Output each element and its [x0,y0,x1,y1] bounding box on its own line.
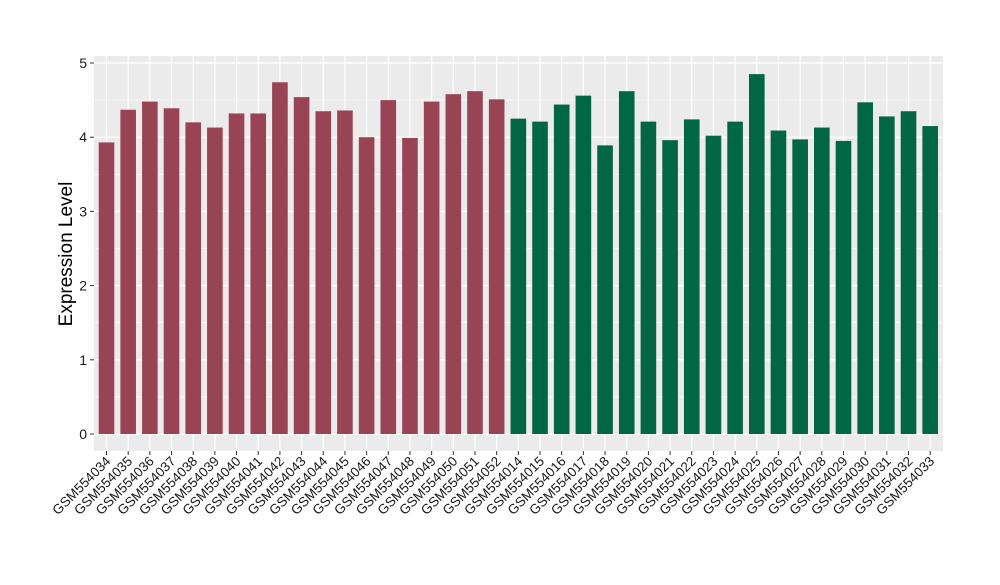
bar-GSM554016 [553,104,570,434]
bar-GSM554019 [618,91,635,435]
bar-GSM554050 [445,94,462,434]
bar-GSM554020 [640,121,657,435]
y-axis: 0 1 2 3 4 5 [79,55,94,442]
bar-GSM554015 [532,121,548,435]
y-tick-label: 5 [79,55,87,71]
bar-GSM554049 [423,101,440,435]
bar-GSM554027 [792,139,808,434]
bar-GSM554014 [510,118,527,435]
bar-GSM554032 [900,111,917,434]
bar-GSM554030 [857,102,873,435]
bar-GSM554024 [727,121,743,435]
bar-GSM554018 [597,145,613,434]
bar-GSM554040 [228,113,245,435]
bar-GSM554033 [922,126,939,434]
y-tick-label: 0 [79,426,87,442]
bar-GSM554022 [683,119,700,434]
bar-GSM554035 [120,109,136,434]
bar-GSM554017 [575,95,592,434]
bar-GSM554047 [380,100,397,434]
y-tick-label: 4 [79,129,87,145]
bar-GSM554052 [488,99,505,434]
bars [98,74,939,435]
bar-GSM554046 [358,137,375,434]
bar-GSM554039 [207,127,223,434]
bar-GSM554031 [879,116,895,434]
bar-GSM554023 [705,135,722,434]
bar-GSM554026 [770,130,787,434]
bar-GSM554036 [142,101,158,435]
bar-GSM554051 [467,91,483,435]
bar-GSM554038 [185,122,202,435]
bar-GSM554034 [98,142,115,435]
y-axis-title: Expression Level [56,182,77,327]
y-tick-label: 3 [79,203,87,219]
bar-GSM554041 [250,113,267,435]
x-axis: GSM554034GSM554035GSM554036GSM554037GSM5… [49,451,937,518]
bar-GSM554044 [315,111,332,434]
bar-GSM554042 [272,82,288,435]
bar-GSM554028 [814,127,830,434]
y-tick-label: 2 [79,278,87,294]
bar-GSM554045 [337,110,353,434]
bar-GSM554048 [402,137,418,434]
y-tick-label: 1 [79,352,87,368]
bar-GSM554021 [662,140,678,434]
bar-GSM554043 [293,97,310,434]
bar-GSM554037 [163,108,180,435]
bar-GSM554029 [835,140,852,434]
bar-GSM554025 [748,74,765,434]
